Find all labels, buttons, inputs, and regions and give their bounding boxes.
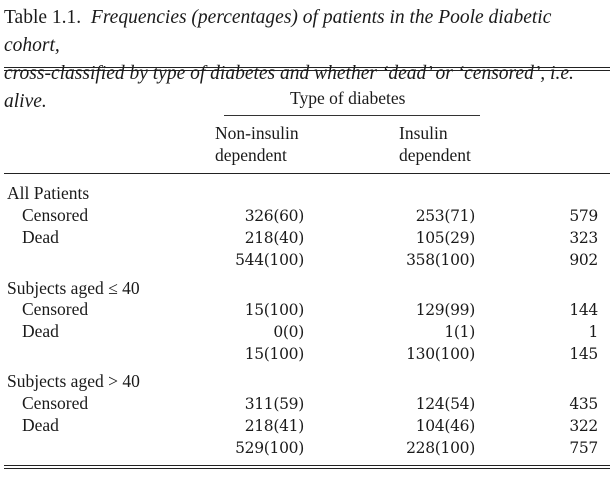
top-rule-upper [4,67,610,68]
cell-non-insulin: 0(0) [273,323,304,341]
cell-total: 435 [569,395,598,413]
cell-total: 144 [569,301,598,319]
caption-label: Table 1.1. [4,7,82,28]
cell-non-insulin: 326(60) [244,207,305,225]
section-title-aged-gt-40: Subjects aged > 40 [7,371,140,391]
col1-header-line-1: Non-insulin [215,123,299,143]
cell-non-insulin-total: 529(100) [235,439,304,457]
col2-header-line-1: Insulin [399,123,448,143]
col2-header-line-2: dependent [399,145,471,165]
group-header-rule [224,115,480,116]
caption-text-1: Frequencies (percentages) of patients in… [4,7,552,56]
row-label: Censored [22,299,89,319]
cell-insulin: 105(29) [415,229,476,247]
row-label: Censored [22,205,89,225]
cell-insulin: 1(1) [444,323,475,341]
cell-non-insulin: 218(41) [244,417,305,435]
row-label: Censored [22,393,89,413]
cell-non-insulin: 311(59) [244,395,305,413]
section-title-all-patients: All Patients [7,183,90,203]
cell-grand-total: 902 [569,251,598,269]
bottom-rule-lower [4,468,610,469]
cell-insulin: 129(99) [415,301,476,319]
row-label: Dead [22,415,59,435]
cell-total: 579 [569,207,598,225]
cell-insulin-total: 358(100) [406,251,475,269]
cell-total: 1 [588,323,598,341]
cell-insulin: 104(46) [415,417,476,435]
cell-insulin: 253(71) [415,207,476,225]
table-caption: Table 1.1. Frequencies (percentages) of … [4,4,610,116]
bottom-rule-upper [4,465,610,466]
cell-insulin-total: 228(100) [406,439,475,457]
cell-non-insulin: 15(100) [244,301,305,319]
header-rule [4,173,610,174]
cell-total: 322 [569,417,598,435]
cell-grand-total: 145 [569,345,598,363]
caption-line-2: cross-classified by type of diabetes and… [4,63,574,112]
row-label: Dead [22,227,59,247]
caption-line-1: Table 1.1. Frequencies (percentages) of … [4,4,610,60]
cell-insulin: 124(54) [415,395,476,413]
cell-non-insulin: 218(40) [244,229,305,247]
cell-total: 323 [569,229,598,247]
cell-insulin-total: 130(100) [406,345,475,363]
section-title-aged-le-40: Subjects aged ≤ 40 [7,278,140,298]
row-label: Dead [22,321,59,341]
top-rule-lower [4,70,610,71]
cell-non-insulin-total: 544(100) [235,251,304,269]
group-header: Type of diabetes [290,88,406,108]
cell-non-insulin-total: 15(100) [244,345,305,363]
col1-header-line-2: dependent [215,145,287,165]
cell-grand-total: 757 [569,439,598,457]
